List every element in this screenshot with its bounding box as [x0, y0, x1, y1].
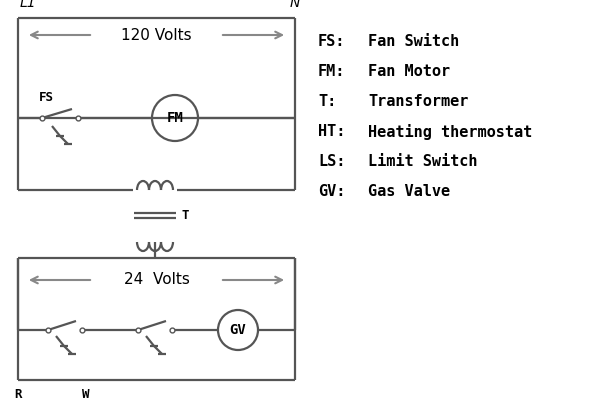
Text: T:: T: [318, 94, 336, 110]
Text: N: N [290, 0, 300, 10]
Text: LS:: LS: [318, 154, 345, 170]
Text: Fan Motor: Fan Motor [368, 64, 450, 80]
Text: W: W [82, 388, 90, 400]
Text: 24  Volts: 24 Volts [123, 272, 189, 288]
Text: HT:: HT: [318, 124, 345, 140]
Text: FS:: FS: [318, 34, 345, 50]
Text: GV: GV [230, 323, 247, 337]
Text: GV:: GV: [318, 184, 345, 200]
Text: Fan Switch: Fan Switch [368, 34, 459, 50]
Text: FM:: FM: [318, 64, 345, 80]
Text: Heating thermostat: Heating thermostat [368, 124, 532, 140]
Text: R: R [14, 388, 22, 400]
Text: FM: FM [166, 111, 183, 125]
Text: Gas Valve: Gas Valve [368, 184, 450, 200]
Text: FS: FS [38, 91, 54, 104]
Text: T: T [181, 209, 188, 222]
Text: Limit Switch: Limit Switch [368, 154, 477, 170]
Text: L1: L1 [20, 0, 37, 10]
Text: 120 Volts: 120 Volts [121, 28, 192, 42]
Text: Transformer: Transformer [368, 94, 468, 110]
